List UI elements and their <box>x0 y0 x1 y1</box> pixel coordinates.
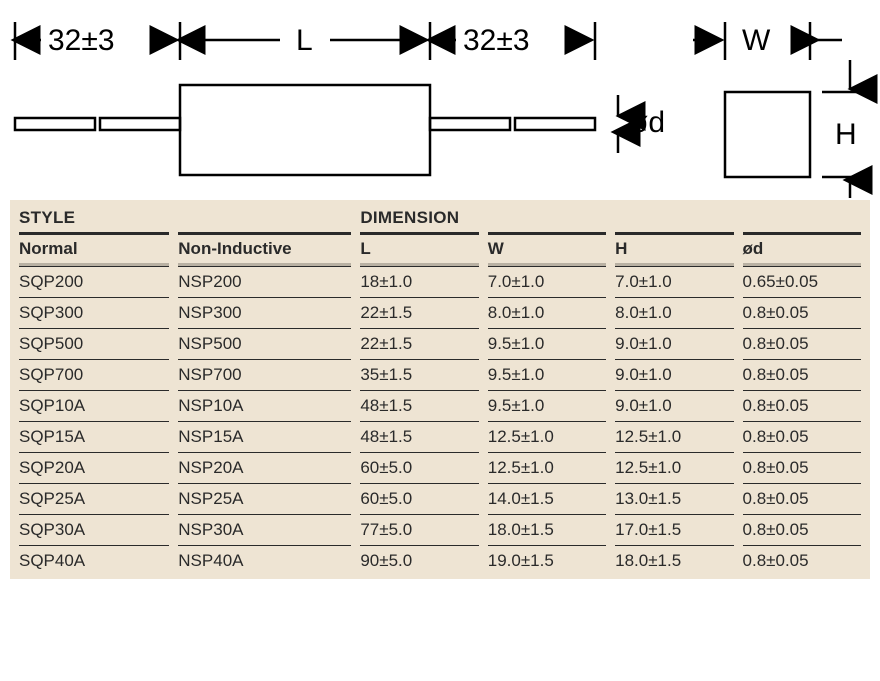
table-cell: 0.65±0.05 <box>743 266 861 297</box>
table-cell: 9.5±1.0 <box>488 328 606 359</box>
table-cell: 0.8±0.05 <box>743 452 861 483</box>
table-cell: 0.8±0.05 <box>743 390 861 421</box>
table-cell: NSP700 <box>178 359 351 390</box>
table-cell: SQP20A <box>19 452 169 483</box>
table-cell: 8.0±1.0 <box>615 297 733 328</box>
table-cell: 7.0±1.0 <box>615 266 733 297</box>
table-cell: 0.8±0.05 <box>743 483 861 514</box>
col-normal: Normal <box>19 232 169 266</box>
table-cell: NSP40A <box>178 545 351 579</box>
table-cell: 12.5±1.0 <box>615 421 733 452</box>
table-cell: 19.0±1.5 <box>488 545 606 579</box>
table-cell: 17.0±1.5 <box>615 514 733 545</box>
table-cell: NSP25A <box>178 483 351 514</box>
table-cell: 8.0±1.0 <box>488 297 606 328</box>
table-cell: 9.0±1.0 <box>615 328 733 359</box>
table-cell: NSP500 <box>178 328 351 359</box>
table-cell: 22±1.5 <box>360 297 478 328</box>
col-noninductive: Non-Inductive <box>178 232 351 266</box>
table-cell: SQP40A <box>19 545 169 579</box>
table-row: SQP500 NSP500 22±1.5 9.5±1.0 9.0±1.0 0.8±0.05 <box>19 328 861 359</box>
col-w: W <box>488 232 606 266</box>
table-cell: 18.0±1.5 <box>615 545 733 579</box>
table-cell: 77±5.0 <box>360 514 478 545</box>
table-cell: NSP200 <box>178 266 351 297</box>
table-row: SQP20A NSP20A 60±5.0 12.5±1.0 12.5±1.0 0.8±0.… <box>19 452 861 483</box>
table-cell: 7.0±1.0 <box>488 266 606 297</box>
table-row: SQP200 NSP200 18±1.0 7.0±1.0 7.0±1.0 0.65±0.0… <box>19 266 861 297</box>
dim-lead-dia: ød <box>630 106 665 140</box>
table-cell: SQP200 <box>19 266 169 297</box>
dimension-table: STYLE DIMENSION Normal Non-Inductive L W… <box>10 200 870 579</box>
table-cell: 9.0±1.0 <box>615 359 733 390</box>
table-cell: SQP500 <box>19 328 169 359</box>
component-diagram: 32±3 L 32±3 ød W H <box>0 0 880 200</box>
table-cell: NSP20A <box>178 452 351 483</box>
table-cell: 9.5±1.0 <box>488 359 606 390</box>
table-cell: 18.0±1.5 <box>488 514 606 545</box>
table-row: SQP10A NSP10A 48±1.5 9.5±1.0 9.0±1.0 0.8±0.05 <box>19 390 861 421</box>
table-cell: NSP30A <box>178 514 351 545</box>
table-row: SQP30A NSP30A 77±5.0 18.0±1.5 17.0±1.5 0.8±0.… <box>19 514 861 545</box>
table-cell: 9.0±1.0 <box>615 390 733 421</box>
table-cell: 90±5.0 <box>360 545 478 579</box>
table-cell: SQP300 <box>19 297 169 328</box>
table-cell: 60±5.0 <box>360 483 478 514</box>
table-cell: 9.5±1.0 <box>488 390 606 421</box>
table-cell: 0.8±0.05 <box>743 359 861 390</box>
dim-height: H <box>835 118 857 152</box>
table-cell: NSP15A <box>178 421 351 452</box>
col-l: L <box>360 232 478 266</box>
dim-left-lead: 32±3 <box>48 24 115 58</box>
table-cell: 12.5±1.0 <box>488 452 606 483</box>
table-cell: 22±1.5 <box>360 328 478 359</box>
table-cell: NSP300 <box>178 297 351 328</box>
col-h: H <box>615 232 733 266</box>
table-cell: 35±1.5 <box>360 359 478 390</box>
dim-body-length: L <box>296 24 313 58</box>
table-cell: 12.5±1.0 <box>615 452 733 483</box>
section-header-style: STYLE <box>19 200 351 232</box>
table-row: SQP300 NSP300 22±1.5 8.0±1.0 8.0±1.0 0.8±0.05 <box>19 297 861 328</box>
table-cell: 0.8±0.05 <box>743 514 861 545</box>
col-od: ød <box>743 232 861 266</box>
table-cell: 12.5±1.0 <box>488 421 606 452</box>
table-cell: 13.0±1.5 <box>615 483 733 514</box>
dimension-table-wrap: STYLE DIMENSION Normal Non-Inductive L W… <box>10 200 870 579</box>
table-cell: SQP30A <box>19 514 169 545</box>
table-row: SQP15A NSP15A 48±1.5 12.5±1.0 12.5±1.0 0.8±0.… <box>19 421 861 452</box>
table-cell: 0.8±0.05 <box>743 297 861 328</box>
table-cell: 0.8±0.05 <box>743 328 861 359</box>
table-row: SQP700 NSP700 35±1.5 9.5±1.0 9.0±1.0 0.8±0.05 <box>19 359 861 390</box>
table-cell: 48±1.5 <box>360 390 478 421</box>
table-cell: 14.0±1.5 <box>488 483 606 514</box>
table-cell: NSP10A <box>178 390 351 421</box>
table-row: SQP25A NSP25A 60±5.0 14.0±1.5 13.0±1.5 0.8±0.… <box>19 483 861 514</box>
section-header-dimension: DIMENSION <box>360 200 861 232</box>
table-cell: SQP15A <box>19 421 169 452</box>
table-row: SQP40A NSP40A 90±5.0 19.0±1.5 18.0±1.5 0.8±0.… <box>19 545 861 579</box>
table-cell: SQP10A <box>19 390 169 421</box>
table-cell: 60±5.0 <box>360 452 478 483</box>
table-cell: 0.8±0.05 <box>743 421 861 452</box>
table-cell: SQP700 <box>19 359 169 390</box>
table-cell: 48±1.5 <box>360 421 478 452</box>
dim-width: W <box>742 24 770 58</box>
table-cell: SQP25A <box>19 483 169 514</box>
dim-right-lead: 32±3 <box>463 24 530 58</box>
table-cell: 0.8±0.05 <box>743 545 861 579</box>
table-cell: 18±1.0 <box>360 266 478 297</box>
